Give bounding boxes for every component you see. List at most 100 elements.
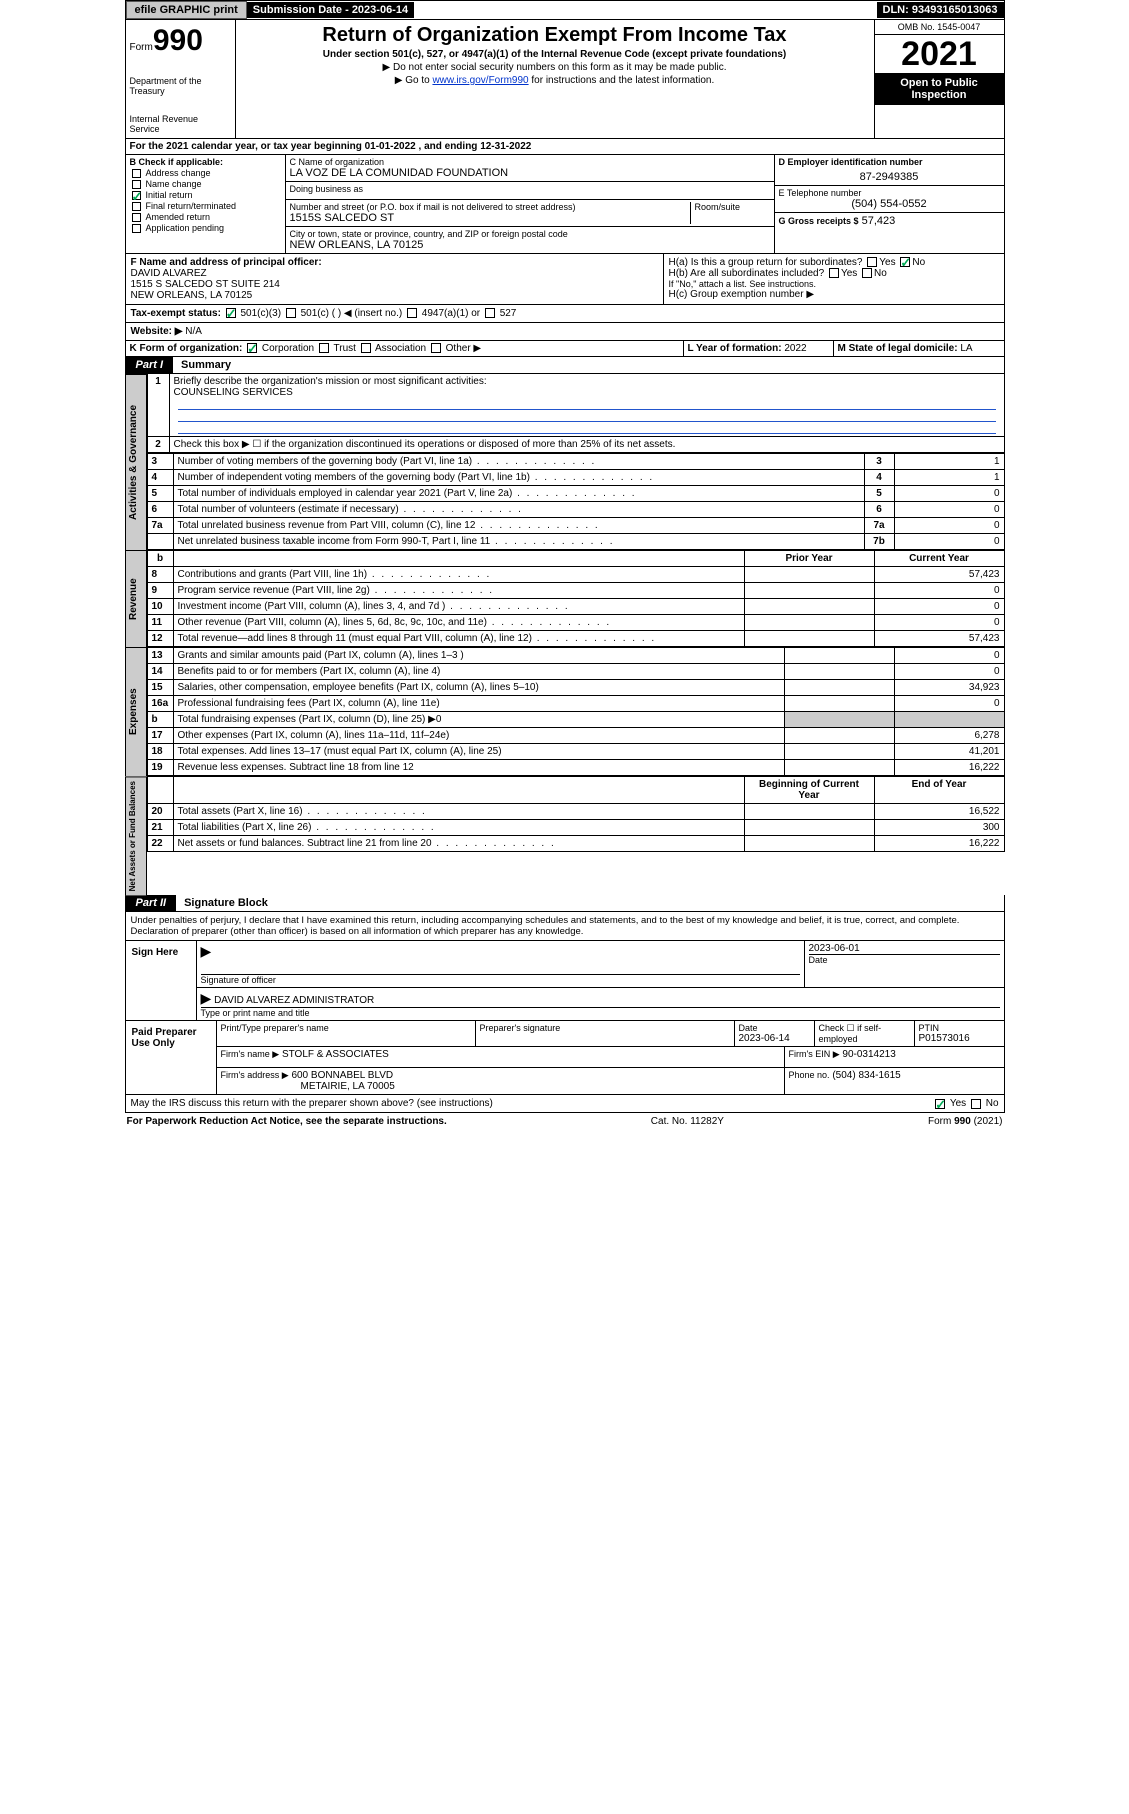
dln: DLN: 93493165013063: [877, 2, 1004, 18]
l-label: L Year of formation:: [688, 343, 782, 354]
chk-name-change[interactable]: Name change: [130, 179, 281, 189]
dept-treasury: Department of the Treasury: [130, 76, 231, 96]
officer-addr2: NEW ORLEANS, LA 70125: [131, 290, 658, 301]
chk-4947[interactable]: [407, 308, 417, 318]
hdr-beg-year: Beginning of Current Year: [744, 777, 874, 804]
city-label: City or town, state or province, country…: [290, 229, 770, 239]
typed-label: Type or print name and title: [201, 1008, 1000, 1018]
note-link: ▶ Go to www.irs.gov/Form990 for instruct…: [242, 75, 868, 86]
group-governance: Activities & Governance 1 Briefly descri…: [125, 374, 1005, 550]
chk-initial-return[interactable]: Initial return: [130, 190, 281, 200]
h-a: H(a) Is this a group return for subordin…: [669, 257, 999, 268]
part-i-header: Part I Summary: [125, 357, 1005, 374]
part-i-label: Part I: [126, 357, 174, 373]
chk-501c[interactable]: [286, 308, 296, 318]
i-label: Tax-exempt status:: [131, 308, 221, 319]
form-number: 990: [153, 24, 203, 57]
row-f-h: F Name and address of principal officer:…: [125, 254, 1005, 305]
ptin-value: P01573016: [919, 1033, 1000, 1044]
col-c-name-addr: C Name of organization LA VOZ DE LA COMU…: [286, 155, 774, 253]
tax-year: 2021: [875, 35, 1004, 73]
pra-notice: For Paperwork Reduction Act Notice, see …: [127, 1116, 447, 1127]
chk-assoc[interactable]: [361, 343, 371, 353]
sign-here-block: Sign Here ▶ Signature of officer 2023-06…: [125, 941, 1005, 1021]
b-title: B Check if applicable:: [130, 157, 281, 167]
paid-preparer-block: Paid Preparer Use Only Print/Type prepar…: [125, 1021, 1005, 1095]
part-ii-label: Part II: [126, 895, 177, 911]
open-inspection: Open to Public Inspection: [875, 73, 1004, 105]
gross-receipts: 57,423: [862, 215, 896, 227]
vlabel-revenue: Revenue: [125, 550, 147, 647]
group-expenses: Expenses 13Grants and similar amounts pa…: [125, 647, 1005, 776]
fein-value: 90-0314213: [842, 1049, 895, 1060]
firm-addr2: METAIRIE, LA 70005: [301, 1081, 395, 1092]
irs-link[interactable]: www.irs.gov/Form990: [432, 75, 528, 86]
line2-text: Check this box ▶ ☐ if the organization d…: [170, 437, 1004, 452]
chk-final-return[interactable]: Final return/terminated: [130, 201, 281, 211]
group-net-assets: Net Assets or Fund Balances Beginning of…: [125, 776, 1005, 895]
officer-name: DAVID ALVAREZ: [131, 268, 658, 279]
year-formation: 2022: [784, 343, 806, 354]
note-ssn: ▶ Do not enter social security numbers o…: [242, 62, 868, 73]
chk-other[interactable]: [431, 343, 441, 353]
arrow-icon: ▶: [201, 943, 212, 959]
discuss-row: May the IRS discuss this return with the…: [125, 1095, 1005, 1113]
hdr-current-year: Current Year: [874, 551, 1004, 567]
addr-label: Number and street (or P.O. box if mail i…: [290, 202, 690, 212]
note2-suffix: for instructions and the latest informat…: [529, 75, 715, 86]
fphone-label: Phone no.: [789, 1070, 830, 1080]
col-b-checkboxes: B Check if applicable: Address change Na…: [126, 155, 286, 253]
section-a-period: For the 2021 calendar year, or tax year …: [125, 139, 1005, 155]
p-name-label: Print/Type preparer's name: [221, 1023, 471, 1033]
note2-prefix: ▶ Go to: [395, 75, 433, 86]
p-date-value: 2023-06-14: [739, 1033, 810, 1044]
omb-number: OMB No. 1545-0047: [875, 20, 1004, 35]
na-table: Beginning of Current Year End of Year 20…: [147, 776, 1005, 852]
firm-label: Firm's name ▶: [221, 1049, 280, 1059]
h-c: H(c) Group exemption number ▶: [669, 289, 999, 300]
chk-501c3[interactable]: [226, 308, 236, 318]
discuss-text: May the IRS discuss this return with the…: [131, 1098, 934, 1109]
f-label: F Name and address of principal officer:: [131, 257, 658, 268]
phone-value: (504) 554-0552: [779, 198, 1000, 210]
discuss-yes[interactable]: [935, 1099, 945, 1109]
website-value: N/A: [185, 326, 202, 337]
c-name-label: C Name of organization: [290, 157, 770, 167]
ein-value: 87-2949385: [779, 167, 1000, 183]
chk-amended[interactable]: Amended return: [130, 212, 281, 222]
j-label: Website: ▶: [131, 326, 183, 337]
line1-label: Briefly describe the organization's miss…: [174, 376, 1000, 387]
fein-label: Firm's EIN ▶: [789, 1049, 840, 1059]
row-i-tax-status: Tax-exempt status: 501(c)(3) 501(c) ( ) …: [125, 305, 1005, 323]
chk-trust[interactable]: [319, 343, 329, 353]
vlabel-governance: Activities & Governance: [125, 374, 147, 550]
col-d-e-g: D Employer identification number 87-2949…: [774, 155, 1004, 253]
form-subtitle: Under section 501(c), 527, or 4947(a)(1)…: [242, 49, 868, 60]
form-title: Return of Organization Exempt From Incom…: [242, 24, 868, 47]
chk-corp[interactable]: [247, 343, 257, 353]
g-gross-label: G Gross receipts $: [779, 216, 859, 226]
irs-label: Internal Revenue Service: [130, 114, 231, 134]
p-sig-label: Preparer's signature: [480, 1023, 730, 1033]
cat-no: Cat. No. 11282Y: [651, 1116, 724, 1127]
submission-date: Submission Date - 2023-06-14: [247, 2, 414, 18]
chk-address-change[interactable]: Address change: [130, 168, 281, 178]
chk-app-pending[interactable]: Application pending: [130, 223, 281, 233]
org-name: LA VOZ DE LA COMUNIDAD FOUNDATION: [290, 167, 770, 179]
h-b: H(b) Are all subordinates included? Yes …: [669, 268, 999, 279]
form-prefix: Form: [130, 42, 153, 53]
room-label: Room/suite: [695, 202, 770, 212]
chk-527[interactable]: [485, 308, 495, 318]
discuss-no[interactable]: [971, 1099, 981, 1109]
k-label: K Form of organization:: [130, 343, 243, 354]
e-phone-label: E Telephone number: [779, 188, 1000, 198]
efile-button[interactable]: efile GRAPHIC print: [126, 1, 247, 19]
row-j-website: Website: ▶ N/A: [125, 323, 1005, 341]
paid-preparer-label: Paid Preparer Use Only: [126, 1021, 216, 1094]
vlabel-expenses: Expenses: [125, 647, 147, 776]
dba-label: Doing business as: [290, 184, 770, 194]
row-k-l-m: K Form of organization: Corporation Trus…: [125, 341, 1005, 357]
state-domicile: LA: [960, 343, 972, 354]
ptin-label: PTIN: [919, 1023, 1000, 1033]
city-state-zip: NEW ORLEANS, LA 70125: [290, 239, 770, 251]
